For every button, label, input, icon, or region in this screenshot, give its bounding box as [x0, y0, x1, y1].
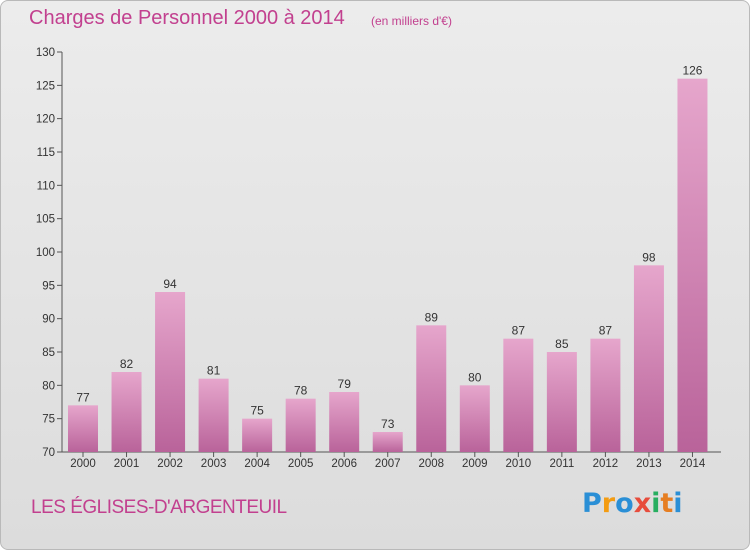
bar — [633, 265, 664, 452]
y-tick-label: 80 — [42, 380, 55, 392]
bar — [416, 325, 447, 452]
bar — [198, 378, 229, 452]
y-tick-label: 105 — [36, 214, 55, 226]
x-tick-label: 2011 — [549, 458, 574, 470]
chart-subtitle: (en milliers d'€) — [371, 14, 452, 28]
data-label: 85 — [555, 337, 569, 351]
bar — [546, 352, 577, 452]
logo-letter: t — [660, 488, 674, 519]
x-tick-label: 2010 — [506, 458, 532, 470]
y-tick-label: 95 — [42, 280, 55, 292]
bar — [459, 385, 490, 452]
data-label: 78 — [294, 384, 308, 398]
logo-letter: P — [582, 488, 602, 519]
y-tick-label: 75 — [42, 414, 55, 426]
logo-letter: r — [601, 488, 616, 519]
data-label: 81 — [207, 364, 221, 378]
bar — [111, 372, 142, 452]
data-label: 94 — [163, 277, 177, 291]
bar — [590, 338, 621, 452]
bar — [503, 338, 534, 452]
logo-letter: i — [651, 488, 661, 519]
x-tick-label: 2001 — [114, 458, 140, 470]
bar — [242, 418, 273, 452]
x-tick-label: 2005 — [288, 458, 314, 470]
data-label: 79 — [338, 377, 352, 391]
y-tick-label: 70 — [42, 447, 55, 459]
proxiti-logo: Proxiti — [582, 488, 683, 519]
y-tick-label: 90 — [42, 314, 55, 326]
y-tick-label: 130 — [36, 47, 55, 59]
town-name: LES ÉGLISES-D'ARGENTEUIL — [31, 497, 287, 518]
bar — [68, 405, 98, 452]
data-label: 80 — [468, 370, 482, 384]
bar — [372, 432, 403, 452]
data-label: 77 — [76, 390, 90, 404]
y-tick-label: 110 — [37, 180, 55, 192]
bar — [155, 292, 186, 452]
x-tick-label: 2009 — [462, 458, 488, 470]
x-tick-label: 2003 — [201, 458, 227, 470]
data-label: 98 — [642, 250, 656, 264]
bar — [677, 78, 708, 453]
data-label: 87 — [512, 324, 526, 338]
logo-letter: i — [673, 488, 683, 519]
logo-letter: o — [615, 488, 634, 519]
logo-letter: x — [633, 488, 652, 519]
y-tick-label: 115 — [37, 147, 55, 159]
data-label: 73 — [381, 417, 395, 431]
bar — [285, 398, 316, 452]
x-tick-label: 2006 — [331, 458, 357, 470]
x-tick-label: 2012 — [593, 458, 619, 470]
x-tick-label: 2013 — [636, 458, 662, 470]
data-label: 87 — [599, 324, 613, 338]
y-tick-label: 125 — [36, 80, 55, 92]
data-label: 75 — [250, 404, 264, 418]
data-label: 126 — [682, 64, 702, 78]
x-tick-label: 2000 — [70, 458, 96, 470]
x-tick-label: 2004 — [244, 458, 270, 470]
x-tick-label: 2014 — [680, 458, 706, 470]
bar — [329, 392, 360, 452]
data-label: 89 — [425, 310, 439, 324]
y-tick-label: 120 — [36, 114, 55, 126]
x-tick-label: 2002 — [157, 458, 183, 470]
x-tick-label: 2007 — [375, 458, 401, 470]
x-tick-label: 2008 — [418, 458, 444, 470]
y-tick-label: 100 — [36, 247, 55, 259]
chart-title: Charges de Personnel 2000 à 2014 — [29, 7, 345, 29]
y-tick-label: 85 — [42, 347, 55, 359]
data-label: 82 — [120, 357, 134, 371]
